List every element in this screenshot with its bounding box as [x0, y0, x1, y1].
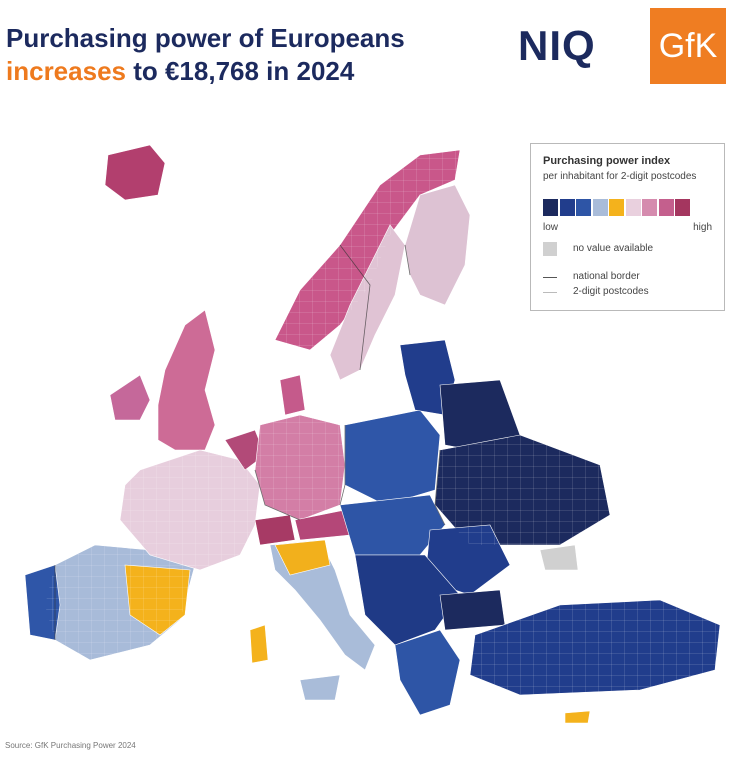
region-ireland	[109, 374, 151, 421]
title-accent-word: increases	[6, 56, 126, 86]
europe-purchasing-power-map	[24, 144, 721, 724]
region-italy-north	[274, 539, 331, 576]
legend-high-label: high	[693, 222, 712, 233]
legend-swatch-8	[658, 199, 674, 216]
legend-title: Purchasing power index	[543, 155, 671, 167]
legend-swatch-7	[642, 199, 657, 216]
region-sardinia	[249, 624, 269, 664]
region-switzerland	[254, 514, 296, 546]
region-uk	[157, 309, 216, 451]
legend-postcode-line	[543, 292, 557, 293]
legend-postcode-label: 2-digit postcodes	[573, 286, 649, 297]
niq-logo: NIQ	[518, 22, 596, 69]
source-note: Source: GfK Purchasing Power 2024	[5, 741, 136, 750]
legend-swatch-6	[625, 199, 641, 216]
region-sicily	[299, 674, 341, 701]
region-bulgaria	[439, 589, 506, 631]
legend-swatch-1	[543, 199, 558, 216]
legend-swatch-2	[559, 199, 575, 216]
region-denmark	[279, 374, 306, 416]
title-rest: to €18,768 in 2024	[125, 56, 355, 86]
map-legend: Purchasing power index per inhabitant fo…	[530, 143, 725, 311]
gfk-logo: GfK	[650, 8, 726, 84]
region-balkans	[354, 554, 461, 646]
region-greece	[394, 629, 461, 716]
legend-color-scale	[543, 199, 692, 216]
region-finland	[404, 184, 471, 306]
legend-national-border-line	[543, 277, 557, 278]
legend-swatch-4	[592, 199, 608, 216]
region-iceland	[104, 144, 166, 201]
title-line-1: Purchasing power of Europeans	[6, 23, 405, 53]
region-poland	[344, 409, 441, 506]
legend-no-value-label: no value available	[573, 243, 654, 254]
legend-low-label: low	[543, 222, 559, 233]
region-cyprus	[564, 710, 591, 724]
legend-no-value-swatch	[543, 242, 557, 256]
legend-swatch-5	[609, 199, 624, 216]
legend-swatch-3	[576, 199, 591, 216]
legend-swatch-9	[675, 199, 690, 216]
region-crimea	[539, 544, 579, 571]
legend-subtitle: per inhabitant for 2-digit postcodes	[543, 171, 697, 182]
page-title: Purchasing power of Europeans increases …	[6, 22, 405, 88]
legend-national-border-label: national border	[573, 271, 640, 282]
